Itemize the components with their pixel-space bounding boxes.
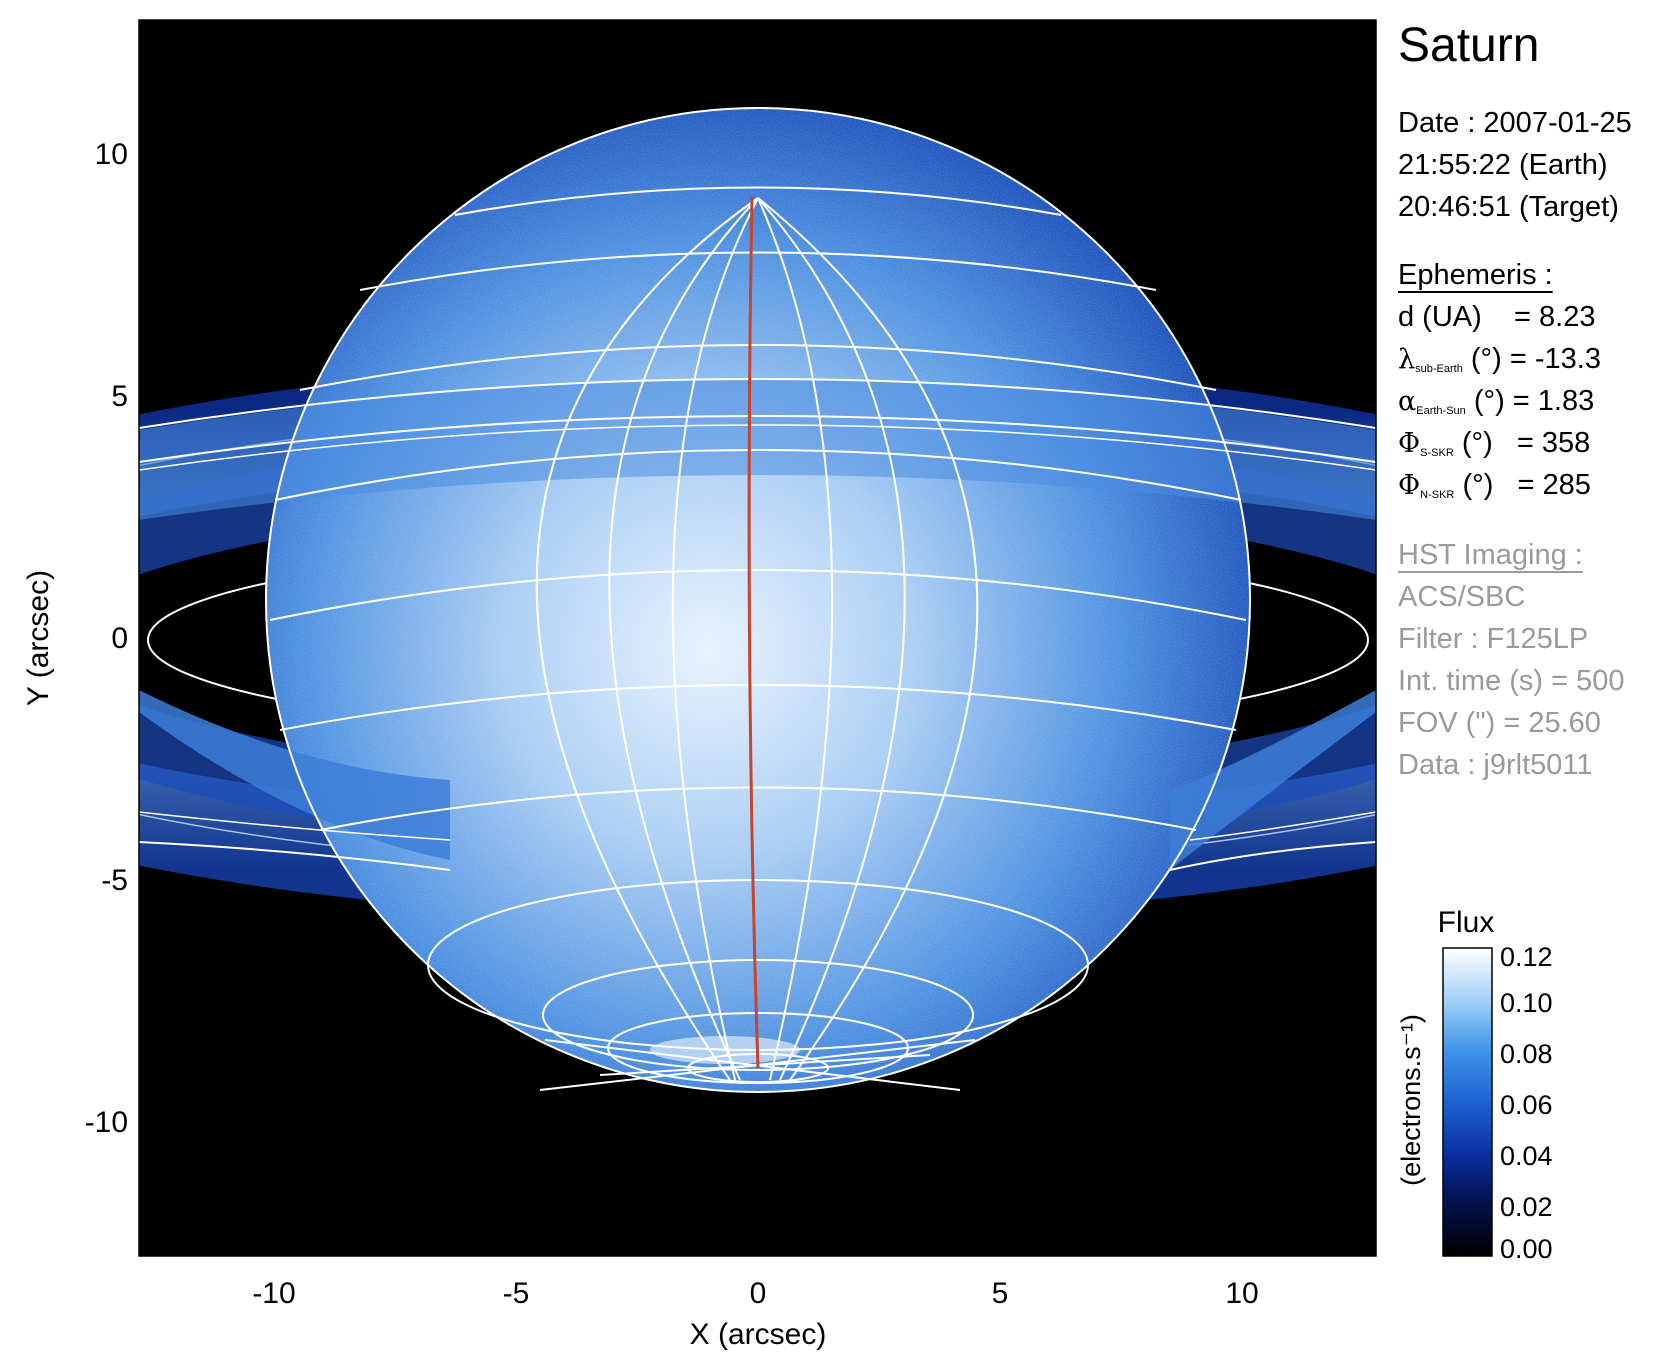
central-meridian [747,196,760,1069]
y-tick-label: 10 [95,138,128,171]
colorbar-tick-label: 0.02 [1500,1192,1553,1222]
x-tick-label: 0 [750,1277,767,1310]
ephemeris-heading: Ephemeris : [1398,259,1553,291]
y-axis: 10 5 0 -5 -10 Y (arcsec) [22,138,128,1139]
hst-data-id: Data : j9rlt5011 [1398,749,1593,781]
colorbar-tick-label: 0.10 [1500,988,1553,1018]
x-axis: -10 -5 0 5 10 X (arcsec) [252,1277,1258,1351]
colorbar-scale [1442,947,1493,1257]
phi-n-symbol: Φ [1398,470,1421,501]
alpha-symbol: α [1398,386,1417,417]
colorbar-tick-label: 0.06 [1500,1090,1553,1120]
eph-phase-angle: αEarth-Sun (°) = 1.83 [1398,380,1594,432]
eph-s-skr-phase: ΦS-SKR (°) = 358 [1398,422,1590,474]
x-axis-label: X (arcsec) [690,1318,827,1351]
x-tick-label: 5 [992,1277,1009,1310]
target-title: Saturn [1398,19,1540,72]
obs-time-target: 20:46:51 (Target) [1398,191,1619,223]
colorbar-unit: (electrons.s⁻¹) [1396,1014,1426,1186]
y-tick-label: 5 [111,380,128,413]
x-tick-label: -10 [252,1277,295,1310]
eph-distance: d (UA) = 8.23 [1398,296,1595,338]
colorbar-tick-label: 0.00 [1500,1234,1553,1264]
phi-s-subscript: S-SKR [1420,447,1454,459]
plot-frame [138,19,1377,1257]
eph-distance-value: = 8.23 [1514,301,1596,333]
eph-n-skr-phase: ΦN-SKR (°) = 285 [1398,464,1591,516]
hst-instrument: ACS/SBC [1398,581,1526,613]
lambda-subscript: sub-Earth [1415,363,1463,375]
colorbar-tick-label: 0.04 [1500,1141,1553,1171]
obs-time-earth: 21:55:22 (Earth) [1398,149,1608,181]
hst-filter: Filter : F125LP [1398,623,1589,655]
colorbar-tick-label: 0.08 [1500,1039,1553,1069]
eph-distance-label: d (UA) [1398,301,1482,333]
colorbar-ticks: 0.12 0.10 0.08 0.06 0.04 0.02 0.00 [1500,942,1553,1264]
phi-n-value: (°) = 285 [1462,469,1591,501]
phi-s-value: (°) = 358 [1461,427,1591,459]
x-tick-label: -5 [503,1277,530,1310]
lambda-value: (°) = -13.3 [1470,343,1601,375]
y-tick-label: 0 [111,622,128,655]
alpha-subscript: Earth-Sun [1416,405,1466,417]
obs-date: Date : 2007-01-25 [1398,107,1632,139]
y-tick-label: -10 [85,1106,128,1139]
colorbar: Flux (electrons.s⁻¹) 0.12 0.10 0.08 0.06… [1396,906,1553,1264]
x-tick-label: 10 [1225,1277,1258,1310]
colorbar-title: Flux [1438,906,1495,939]
y-tick-label: -5 [101,864,128,897]
colorbar-tick-label: 0.12 [1500,942,1553,972]
lambda-symbol: λ [1398,344,1416,375]
y-axis-label: Y (arcsec) [22,570,55,706]
hst-int-time: Int. time (s) = 500 [1398,665,1625,697]
hst-fov: FOV (") = 25.60 [1398,707,1601,739]
phi-s-symbol: Φ [1398,428,1421,459]
hst-heading: HST Imaging : [1398,539,1583,571]
eph-sub-earth-lat: λsub-Earth (°) = -13.3 [1398,338,1601,390]
alpha-value: (°) = 1.83 [1473,385,1595,417]
lat-lon-grid [265,107,1251,1093]
phi-n-subscript: N-SKR [1420,489,1455,501]
